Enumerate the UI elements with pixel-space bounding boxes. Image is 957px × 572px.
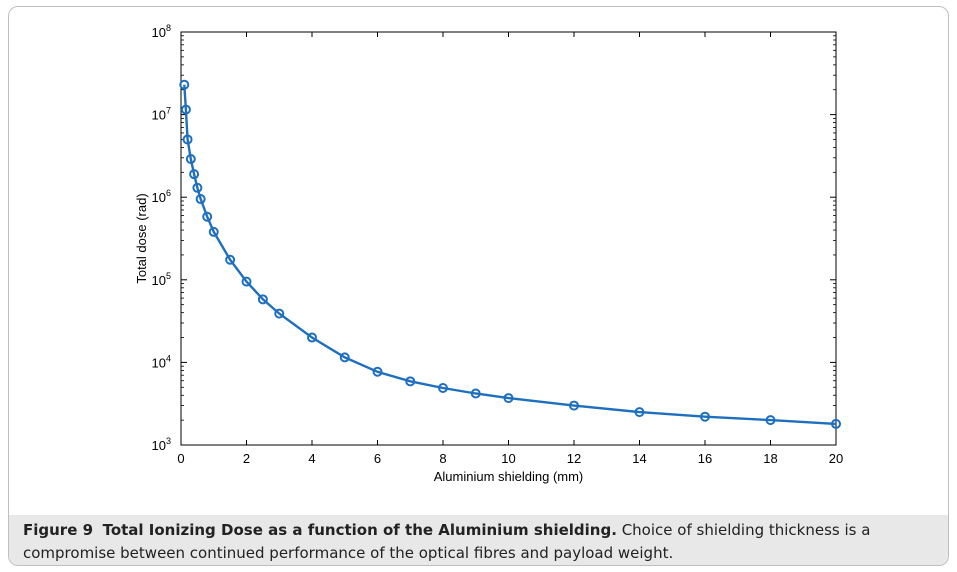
series-markers: [179, 79, 841, 429]
data-point: [179, 79, 190, 90]
data-point: [208, 226, 219, 237]
x-tick-label: 0: [177, 451, 184, 466]
x-tick-label: 12: [567, 451, 581, 466]
data-point: [569, 400, 579, 411]
data-point: [372, 366, 383, 377]
x-tick-label: 6: [374, 451, 381, 466]
y-tick-label: 107: [152, 106, 171, 123]
x-tick-label: 2: [243, 451, 250, 466]
x-axis-label: Aluminium shielding (mm): [434, 469, 584, 484]
series-line: [183, 84, 837, 426]
x-tick-label: 20: [829, 451, 843, 466]
y-tick-label: 105: [152, 271, 171, 288]
x-tick-label: 18: [763, 451, 777, 466]
data-point: [195, 194, 206, 205]
data-point: [405, 376, 416, 387]
chart: 0 2 4 6 8 10 12 14 16 18 20 103 104 105 106 107 108 Alu…: [134, 23, 843, 484]
data-point: [831, 418, 841, 429]
figure-caption-text: Choice of shielding thickness is a compr…: [23, 521, 871, 562]
data-point: [765, 415, 776, 426]
data-point: [192, 182, 203, 193]
x-tick-label: 16: [698, 451, 712, 466]
data-point: [470, 388, 481, 399]
y-tick-label: 108: [152, 23, 171, 40]
figure-title: Total Ionizing Dose as a function of the…: [102, 521, 617, 539]
data-point: [307, 332, 317, 343]
data-point: [634, 407, 645, 418]
x-axis-ticks: 0 2 4 6 8 10 12 14 16 18 20: [177, 32, 843, 466]
y-axis-ticks: 103 104 105 106 107 108: [152, 23, 836, 453]
x-tick-label: 8: [439, 451, 446, 466]
y-tick-label: 104: [152, 353, 171, 370]
plot-area: [180, 31, 837, 446]
data-point: [274, 308, 285, 319]
data-point: [182, 134, 193, 145]
figure-caption: Figure 9 Total Ionizing Dose as a functi…: [9, 515, 948, 565]
data-point: [180, 104, 191, 115]
data-point: [225, 254, 236, 265]
x-tick-label: 10: [501, 451, 515, 466]
y-tick-label: 103: [152, 436, 171, 453]
data-point: [241, 276, 252, 287]
data-point: [202, 211, 213, 222]
data-point: [339, 352, 350, 363]
data-point: [189, 169, 200, 180]
y-axis-label: Total dose (rad): [134, 193, 149, 283]
data-point: [257, 294, 268, 305]
data-point: [438, 382, 448, 393]
data-point: [185, 154, 196, 165]
figure-label: Figure 9: [23, 521, 94, 539]
x-tick-label: 4: [308, 451, 315, 466]
y-tick-label: 106: [152, 188, 171, 205]
data-point: [700, 411, 710, 422]
data-point: [503, 393, 514, 404]
x-tick-label: 14: [632, 451, 646, 466]
